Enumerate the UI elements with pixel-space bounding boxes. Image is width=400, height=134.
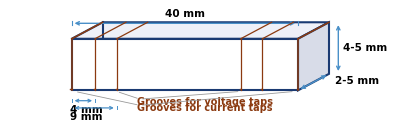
Polygon shape — [261, 89, 264, 90]
Text: 4-5 mm: 4-5 mm — [343, 43, 387, 53]
Polygon shape — [240, 89, 242, 90]
Polygon shape — [94, 89, 96, 90]
Text: 2-5 mm: 2-5 mm — [335, 76, 379, 86]
Text: Grooves for voltage taps: Grooves for voltage taps — [137, 97, 273, 107]
Text: 4 mm: 4 mm — [70, 105, 103, 115]
Text: 9 mm: 9 mm — [70, 112, 103, 122]
Polygon shape — [72, 39, 298, 90]
Polygon shape — [298, 22, 329, 90]
Polygon shape — [116, 89, 118, 90]
Text: Grooves for current taps: Grooves for current taps — [137, 103, 272, 113]
Polygon shape — [72, 22, 329, 39]
Polygon shape — [70, 89, 73, 90]
Polygon shape — [297, 89, 299, 90]
Text: 40 mm: 40 mm — [165, 9, 205, 19]
